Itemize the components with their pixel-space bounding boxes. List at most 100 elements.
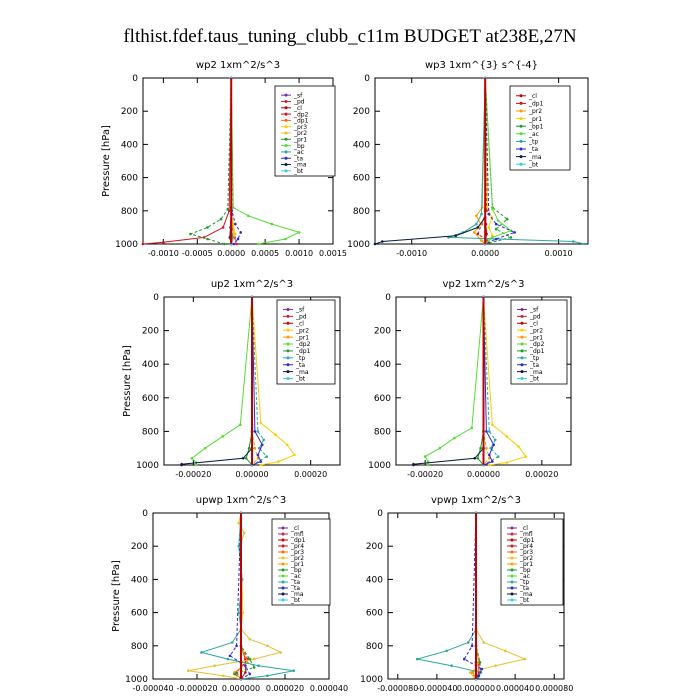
series-point bbox=[438, 446, 442, 450]
x-tick-label: 0.00020 bbox=[294, 470, 327, 479]
series-point bbox=[244, 671, 247, 674]
series-point bbox=[221, 435, 224, 438]
series-point bbox=[258, 446, 261, 450]
legend-label: _dp1 bbox=[293, 118, 309, 125]
series-point bbox=[509, 236, 513, 239]
legend-label: _dp2 bbox=[295, 341, 311, 348]
chart-panel-1: wp2 1xm^2/s^3 0 200 400 600 800 1000 -0.0010 -0.… bbox=[101, 60, 347, 258]
series-point bbox=[494, 222, 498, 226]
series-point bbox=[494, 237, 498, 241]
series-point bbox=[373, 242, 377, 246]
legend: _sf_pd_cl_pr2_pr1_dp2_dp1_tp_ta_ma_bt bbox=[510, 299, 568, 385]
series-point bbox=[186, 669, 190, 672]
legend-marker bbox=[281, 544, 285, 548]
series-point bbox=[476, 232, 480, 236]
series-point bbox=[259, 463, 263, 467]
legend-marker bbox=[519, 101, 523, 105]
legend-label: _ma bbox=[528, 154, 542, 161]
legend-label: _cl bbox=[293, 105, 302, 112]
legend-marker bbox=[286, 363, 290, 367]
series-line-tp bbox=[251, 296, 268, 466]
legend-label: _bt bbox=[528, 161, 539, 168]
series-point bbox=[257, 242, 260, 246]
legend-label: _bp bbox=[290, 567, 302, 574]
legend-label: _bt bbox=[519, 597, 530, 604]
series-point bbox=[488, 463, 491, 467]
x-tick-label: -0.0010 bbox=[396, 249, 427, 258]
series-point bbox=[517, 445, 520, 448]
legend-box bbox=[510, 299, 568, 385]
series-point bbox=[297, 231, 301, 234]
legend-label: _pr3 bbox=[290, 549, 304, 556]
series-point bbox=[189, 232, 192, 236]
legend-marker bbox=[510, 562, 514, 566]
y-axis-label: Pressure [hPa] bbox=[122, 345, 133, 417]
series-point bbox=[505, 461, 509, 464]
legend-marker bbox=[284, 144, 288, 148]
legend-marker bbox=[519, 162, 523, 166]
legend-label: _pr1 bbox=[290, 561, 304, 568]
legend-marker bbox=[286, 377, 290, 381]
series-line-tp bbox=[417, 513, 482, 680]
series-line-ta bbox=[251, 296, 263, 466]
series-line-pd bbox=[230, 78, 238, 245]
legend-marker bbox=[281, 568, 285, 572]
legend-marker bbox=[520, 314, 524, 318]
legend-label: _pr4 bbox=[290, 543, 304, 550]
series-point bbox=[486, 206, 489, 209]
legend-label: _sf bbox=[529, 307, 539, 314]
series-point bbox=[293, 453, 296, 457]
series-point bbox=[266, 674, 269, 677]
legend-marker bbox=[510, 598, 514, 602]
legend-marker bbox=[284, 99, 288, 103]
series-point bbox=[524, 455, 528, 458]
legend-marker bbox=[284, 93, 288, 97]
x-tick-label: -0.000020 bbox=[176, 684, 217, 693]
series-point bbox=[493, 438, 497, 442]
legend-marker bbox=[510, 574, 514, 578]
series-line-ma bbox=[413, 297, 484, 465]
series-line-ta bbox=[483, 296, 495, 466]
legend-marker bbox=[281, 532, 285, 536]
y-tick-label: 200 bbox=[374, 327, 391, 337]
series-point bbox=[266, 644, 269, 648]
y-tick-label: 800 bbox=[353, 207, 370, 217]
legend-label: _dp1 bbox=[528, 101, 544, 108]
legend-marker bbox=[286, 328, 290, 332]
series-line-tp bbox=[483, 296, 499, 466]
series-line-ta bbox=[484, 77, 516, 245]
series-point bbox=[256, 453, 260, 457]
legend-label: _ma bbox=[519, 591, 533, 598]
y-tick-label: 600 bbox=[353, 174, 370, 184]
legend-label: _cl bbox=[290, 525, 299, 532]
legend-label: _dp2 bbox=[529, 341, 545, 348]
series-point bbox=[284, 237, 287, 241]
legend-label: _dp1 bbox=[529, 348, 545, 355]
legend-label: _pr2 bbox=[529, 327, 543, 334]
legend-marker bbox=[519, 132, 523, 136]
x-tick-label: -0.00020 bbox=[407, 470, 443, 479]
y-tick-label: 400 bbox=[353, 140, 370, 150]
legend-marker bbox=[510, 526, 514, 530]
y-tick-label: 0 bbox=[385, 293, 391, 303]
legend-marker bbox=[519, 139, 523, 143]
legend-label: _pr2 bbox=[519, 555, 533, 562]
legend-marker bbox=[281, 586, 285, 590]
series-point bbox=[213, 664, 216, 667]
legend-marker bbox=[510, 580, 514, 584]
legend-label: _ta bbox=[528, 146, 538, 153]
legend-label: _sf bbox=[293, 92, 303, 99]
x-tick-label: 0.0000 bbox=[217, 249, 245, 258]
legend-label: _pd bbox=[295, 314, 307, 321]
legend-marker bbox=[286, 356, 290, 360]
series-point bbox=[265, 455, 269, 458]
chart-panel-2: wp3 1xm^{3} s^{-4} 0 200 400 600 800 1000 -0.00… bbox=[347, 60, 589, 258]
legend-label: _bp1 bbox=[528, 123, 544, 130]
series-point bbox=[230, 641, 234, 644]
y-tick-label: 600 bbox=[366, 609, 383, 619]
series-line-dp2 bbox=[142, 77, 232, 245]
legend-marker bbox=[281, 538, 285, 542]
series-point bbox=[488, 453, 491, 457]
legend-label: _ta bbox=[293, 155, 303, 162]
series-point bbox=[477, 674, 481, 677]
